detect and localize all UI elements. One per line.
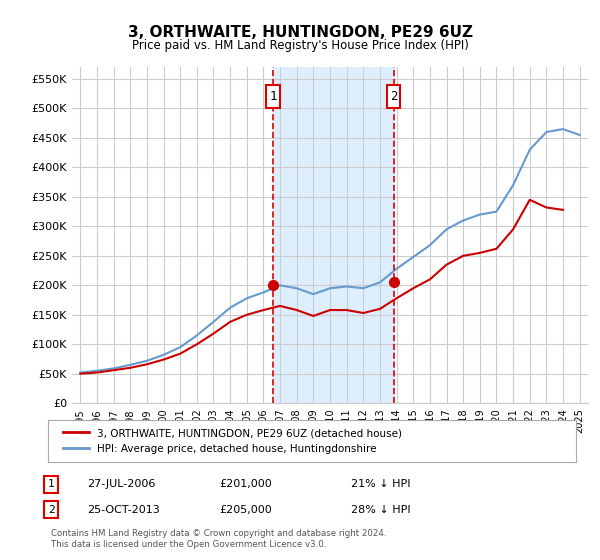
Text: 21% ↓ HPI: 21% ↓ HPI <box>351 479 410 489</box>
Text: 3, ORTHWAITE, HUNTINGDON, PE29 6UZ: 3, ORTHWAITE, HUNTINGDON, PE29 6UZ <box>128 25 473 40</box>
Legend: 3, ORTHWAITE, HUNTINGDON, PE29 6UZ (detached house), HPI: Average price, detache: 3, ORTHWAITE, HUNTINGDON, PE29 6UZ (deta… <box>58 424 406 458</box>
Text: 2: 2 <box>47 505 55 515</box>
Text: 1: 1 <box>269 90 277 103</box>
Text: £201,000: £201,000 <box>219 479 272 489</box>
FancyBboxPatch shape <box>266 86 280 108</box>
Text: £205,000: £205,000 <box>219 505 272 515</box>
Bar <box>273 67 394 403</box>
Text: 25-OCT-2013: 25-OCT-2013 <box>87 505 160 515</box>
Text: 28% ↓ HPI: 28% ↓ HPI <box>351 505 410 515</box>
FancyBboxPatch shape <box>387 86 400 108</box>
Text: 1: 1 <box>47 479 55 489</box>
Text: 2: 2 <box>390 90 397 103</box>
Text: 27-JUL-2006: 27-JUL-2006 <box>87 479 155 489</box>
Text: Contains HM Land Registry data © Crown copyright and database right 2024.
This d: Contains HM Land Registry data © Crown c… <box>51 529 386 549</box>
Text: Price paid vs. HM Land Registry's House Price Index (HPI): Price paid vs. HM Land Registry's House … <box>131 39 469 52</box>
